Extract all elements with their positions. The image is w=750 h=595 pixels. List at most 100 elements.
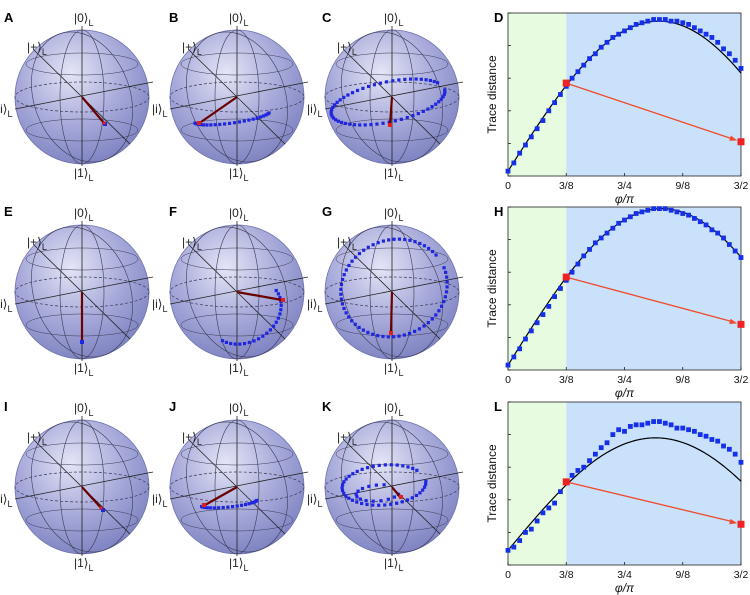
trajectory-point [344,494,348,498]
trajectory-point [366,84,371,89]
data-point [692,25,697,31]
bloch-sphere-k: |0⟩L|1⟩L|+⟩L|i⟩L [307,401,464,573]
trajectory-point [371,243,375,247]
highlight-arrowhead [729,518,738,525]
data-point [511,354,517,360]
data-point [645,18,651,24]
trajectory-point [386,497,390,501]
data-point [662,420,668,426]
trajectory-point [401,464,405,468]
data-point [633,211,639,216]
data-point [715,438,721,444]
trajectory-point [371,503,375,507]
data-point [592,51,598,57]
bloch-sphere-e: |0⟩L|1⟩L|+⟩L|i⟩L [0,206,154,378]
x-tick-label: 0 [505,180,511,192]
ket-i-label: |i⟩L [307,492,322,509]
y-axis [324,276,464,305]
data-point [610,225,616,231]
trajectory-point [363,123,367,127]
data-point [534,126,540,132]
data-point [523,142,528,148]
x-tick-label: 0 [505,374,511,386]
data-point [721,46,726,52]
trajectory-point [371,332,375,336]
trajectory-point [235,504,239,508]
trajectory-point [218,122,222,127]
data-point [680,20,686,26]
data-point [569,269,575,275]
trajectory-point [252,339,256,343]
data-point [581,253,587,259]
state-vector [236,290,283,302]
panel-label-j: J [169,399,176,414]
data-point [645,420,651,426]
trajectory-point [367,484,371,488]
plot-d: 0 3/8 3/4 9/8 3/2 φ/π Trace distance [485,12,748,206]
data-point [528,328,534,334]
ket-i-label: |i⟩L [307,102,322,119]
data-point [703,433,709,439]
highlight-arrow [566,276,736,323]
trajectory-point [333,103,337,107]
data-point [552,294,557,300]
bloch-sphere-j: |0⟩L|1⟩L|+⟩L|i⟩L [152,401,309,573]
trajectory-point [434,313,438,317]
trajectory-point [209,506,213,510]
data-point [598,44,604,50]
data-point [639,422,645,428]
data-point [558,92,563,97]
trajectory-point [338,98,342,102]
trajectory-point [403,77,407,81]
highlight-point [562,79,570,87]
data-point [575,468,581,473]
trajectory-point [441,95,445,99]
data-point [581,464,587,470]
trajectory-point [342,306,346,311]
trajectory-point [360,501,364,506]
trajectory-point [350,91,355,95]
trajectory-point [342,273,346,277]
trajectory-point [355,495,359,499]
y-axis [169,81,309,110]
trajectory-point [410,496,414,500]
x-tick-label: 3/4 [617,569,632,581]
trajectory-point [354,492,358,496]
trajectory-point [365,466,370,470]
data-point [651,17,657,22]
trajectory-point [346,93,350,97]
ket-i-label: |i⟩L [152,297,167,314]
x-tick-label: 9/8 [675,374,690,386]
state-vector [204,486,238,506]
data-point [569,75,575,81]
ket-one-label: |1⟩L [384,361,404,378]
trajectory-point [399,117,403,121]
trajectory-point [278,295,282,300]
trajectory-point [419,77,423,81]
trajectory-point [434,102,438,106]
trajectory-point [271,324,276,328]
trajectory-point [424,479,428,483]
data-point [604,39,610,45]
data-point [674,209,680,215]
trajectory-point [383,463,387,467]
bloch-sphere-f: |0⟩L|1⟩L|+⟩L|i⟩L [152,206,309,378]
trajectory-point [372,83,377,87]
meridian-tilted [341,31,443,163]
trajectory-point [350,259,354,263]
plot-l: 0 3/8 3/4 9/8 3/2 φ/π Trace distance [485,401,748,595]
y-axis [14,81,154,110]
data-point [616,31,622,37]
fit-line [507,437,742,551]
trajectory-point [255,116,259,120]
trajectory-point [353,322,357,326]
trajectory-point [411,466,415,471]
trajectory-point [374,483,378,487]
data-point [528,134,534,140]
region-right [566,402,741,565]
panel-label-d: D [494,10,503,25]
trajectory-point [365,502,369,507]
trajectory-point [351,472,355,476]
trajectory-point [426,321,430,325]
